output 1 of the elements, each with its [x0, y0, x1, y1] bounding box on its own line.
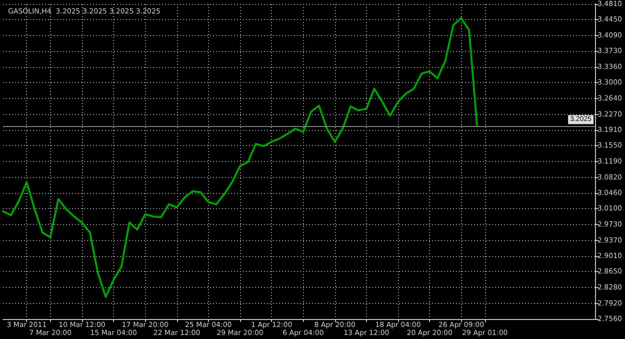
line-series [2, 16, 478, 298]
